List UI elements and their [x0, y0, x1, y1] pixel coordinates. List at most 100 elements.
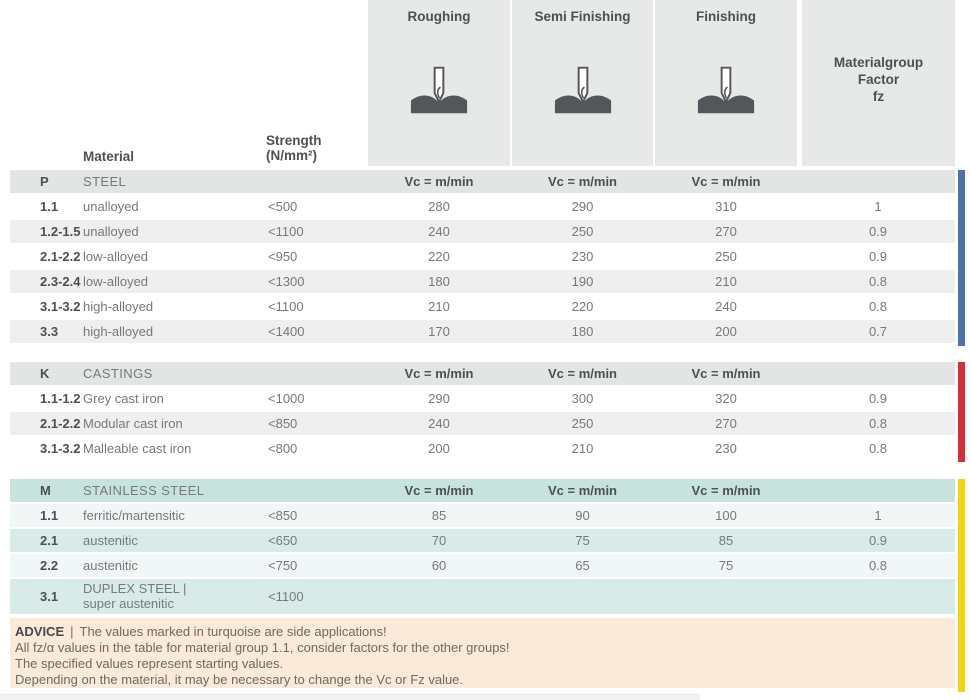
table-row: 1.1 ferritic/martensitic <850 85 90 100 1 [10, 504, 955, 529]
row-code: 2.1 [40, 533, 59, 548]
row-material: Modular cast iron [83, 416, 183, 431]
row-roughing-value: 290 [428, 391, 450, 406]
vc-header: Vc = m/min [691, 174, 761, 189]
section-code: M [40, 483, 51, 498]
section-name: STEEL [83, 174, 127, 189]
row-code: 3.1-3.2 [40, 299, 81, 314]
section-gap [10, 462, 955, 479]
table-row: 2.1-2.2 Modular cast iron <850 240 250 270 0.8 [10, 412, 955, 437]
row-material: DUPLEX STEEL | super austenitic [83, 579, 268, 617]
row-roughing-value: 70 [431, 533, 447, 548]
row-finishing-value: 230 [715, 441, 737, 456]
row-strength: <500 [268, 199, 298, 214]
end-mill-icon [697, 66, 755, 114]
advice-box: ADVICE | The values marked in turquoise ar… [10, 618, 955, 688]
row-material-line1: DUPLEX STEEL | [83, 581, 187, 596]
row-factor-value: 0.8 [868, 416, 888, 431]
column-title-semi-finishing: Semi Finishing [534, 9, 631, 24]
row-code: 1.1 [40, 508, 59, 523]
row-roughing-value: 240 [428, 224, 450, 239]
row-finishing-value: 270 [715, 224, 737, 239]
row-code: 2.3-2.4 [40, 274, 81, 289]
row-finishing-value: 100 [715, 508, 737, 523]
row-material: ferritic/martensitic [83, 508, 185, 523]
row-finishing-value: 75 [718, 558, 734, 573]
row-strength: <800 [268, 441, 298, 456]
row-semi-finishing-value: 90 [575, 508, 590, 523]
section-header-row: M STAINLESS STEEL Vc = m/min Vc = m/min Vc =… [10, 479, 955, 504]
column-header-materialgroup-factor: Materialgroup Factor fz [802, 0, 955, 166]
row-factor-value: 0.9 [868, 533, 888, 548]
row-strength: <1100 [268, 589, 304, 604]
row-code: 2.1-2.2 [40, 416, 81, 431]
table-row: 1.2-1.5 unalloyed <1100 240 250 270 0.9 [10, 220, 955, 245]
material-column-label: Material [83, 149, 135, 164]
table-row: 3.1-3.2 Malleable cast iron <800 200 210 230 0… [10, 437, 955, 462]
row-code: 3.1 [40, 589, 59, 604]
row-semi-finishing-value: 250 [571, 416, 594, 431]
section-name: CASTINGS [83, 366, 153, 381]
row-semi-finishing-value: 75 [575, 533, 590, 548]
materialgroup-factor-label: Materialgroup Factor fz [802, 54, 955, 105]
table-row: 1.1-1.2 Grey cast iron <1000 290 300 320 0.9 [10, 387, 955, 412]
row-strength: <1100 [268, 224, 304, 239]
row-semi-finishing-value [512, 579, 653, 614]
row-roughing-value: 240 [428, 416, 450, 431]
table-row: 3.3 high-alloyed <1400 170 180 200 0.7 [10, 320, 955, 345]
table-row: 1.1 unalloyed <500 280 290 310 1 [10, 195, 955, 220]
vc-header: Vc = m/min [691, 366, 761, 381]
advice-separator: | [70, 624, 74, 639]
row-strength: <850 [268, 416, 298, 431]
vc-header: Vc = m/min [548, 174, 617, 189]
column-title-roughing: Roughing [407, 9, 471, 24]
strength-label-line1: Strength [266, 133, 322, 148]
vc-header: Vc = m/min [404, 174, 474, 189]
strength-column-label: Strength (N/mm²) [266, 133, 322, 163]
row-code: 1.2-1.5 [40, 224, 81, 239]
row-factor-value: 1 [874, 199, 882, 214]
row-material: low-alloyed [83, 249, 149, 264]
row-strength: <1300 [268, 274, 305, 289]
column-header-roughing: Roughing [368, 0, 510, 166]
factor-label-line1: Materialgroup [833, 55, 924, 70]
row-factor-value: 0.7 [868, 324, 888, 339]
row-code: 3.3 [40, 324, 59, 339]
row-semi-finishing-value: 290 [571, 199, 594, 214]
row-semi-finishing-value: 300 [571, 391, 594, 406]
end-mill-icon [554, 66, 611, 114]
row-semi-finishing-value: 190 [571, 274, 594, 289]
row-material: unalloyed [83, 224, 139, 239]
row-material: Grey cast iron [83, 391, 164, 406]
advice-line-3: The specified values represent starting … [15, 656, 284, 671]
column-header-semi-finishing: Semi Finishing [512, 0, 653, 166]
row-factor-value: 0.9 [868, 224, 888, 239]
row-semi-finishing-value: 210 [571, 441, 594, 456]
row-material: unalloyed [83, 199, 139, 214]
strength-label-line2: (N/mm²) [266, 148, 317, 163]
row-strength: <850 [268, 508, 298, 523]
row-semi-finishing-value: 220 [571, 299, 594, 314]
table-row: 2.2 austenitic <750 60 65 75 0.8 [10, 554, 955, 579]
row-code: 1.1-1.2 [40, 391, 81, 406]
row-strength: <750 [268, 558, 298, 573]
advice-line-2: All fz/α values in the table for materia… [15, 640, 510, 655]
row-finishing-value: 210 [715, 274, 737, 289]
row-material: austenitic [83, 533, 138, 548]
vc-header: Vc = m/min [691, 483, 761, 498]
row-finishing-value: 200 [715, 324, 737, 339]
column-header-finishing: Finishing [655, 0, 797, 166]
column-title-finishing: Finishing [696, 9, 756, 24]
factor-label-line2: Factor [857, 72, 900, 87]
row-factor-value: 0.9 [868, 249, 888, 264]
row-finishing-value: 85 [718, 533, 734, 548]
row-material: austenitic [83, 558, 138, 573]
row-semi-finishing-value: 65 [575, 558, 590, 573]
section-header-row: P STEEL Vc = m/min Vc = m/min Vc = m/min [10, 170, 955, 195]
section-gap [10, 345, 955, 362]
row-factor-value [800, 579, 956, 614]
row-finishing-value: 320 [715, 391, 737, 406]
row-semi-finishing-value: 180 [571, 324, 594, 339]
row-factor-value: 0.8 [868, 441, 888, 456]
row-roughing-value: 60 [431, 558, 447, 573]
